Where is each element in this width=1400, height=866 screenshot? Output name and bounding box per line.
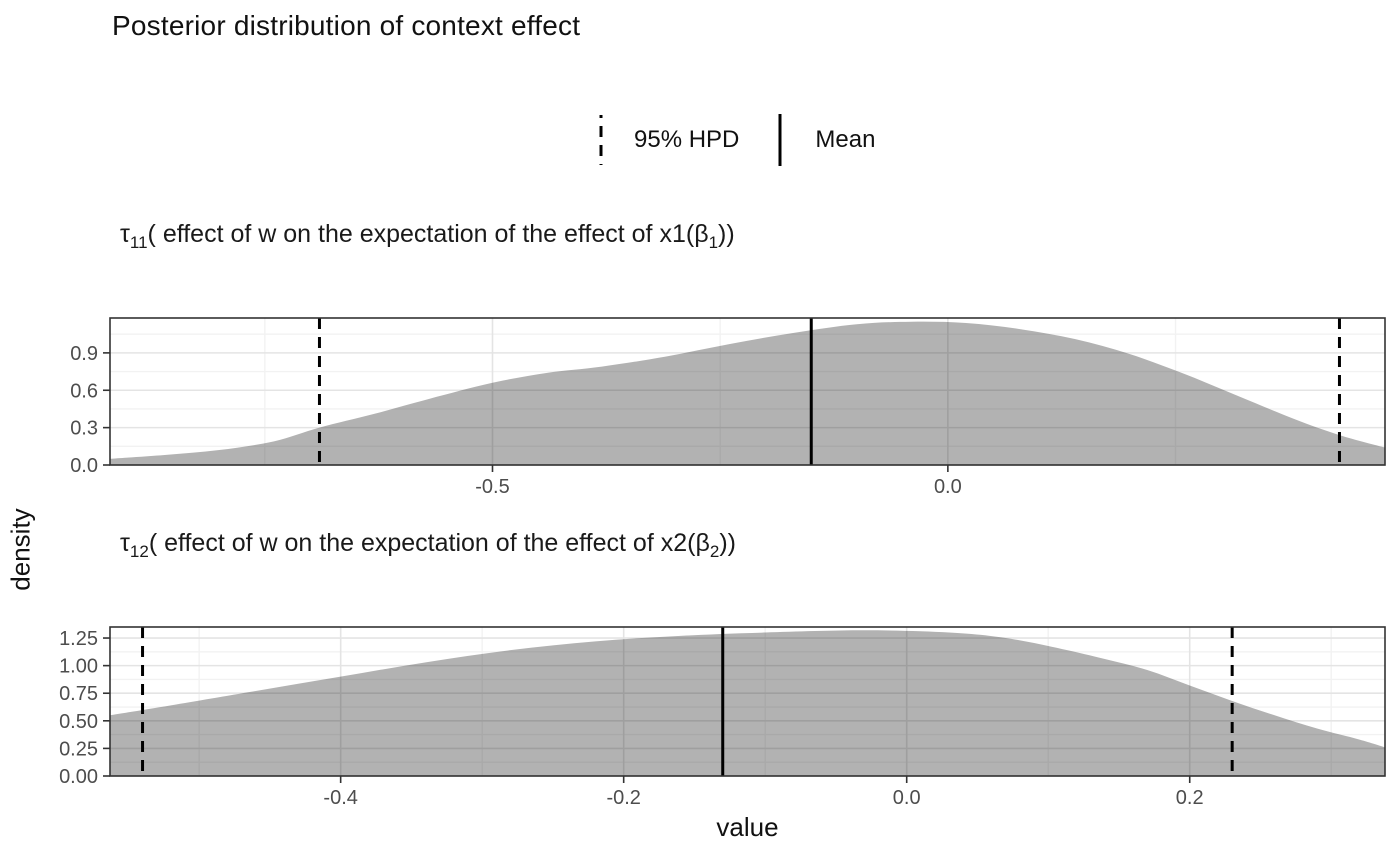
y-tick-label: 0.6 xyxy=(70,380,98,402)
panel-border xyxy=(109,626,1386,777)
y-tick-label: 1.00 xyxy=(59,656,98,678)
title-text: τ xyxy=(120,220,130,248)
y-tick-label: 0.75 xyxy=(59,683,98,705)
density-area xyxy=(110,630,1385,776)
y-axis-label: density xyxy=(5,508,36,591)
panel-border xyxy=(109,317,1386,466)
y-tick-label: 0.3 xyxy=(70,418,98,440)
panel-2-plot: -0.4 -0.2 0.0 0.2 0.00 0.25 0.50 0.75 1.00 1.25 xyxy=(59,626,1386,809)
title-subscript: 12 xyxy=(129,542,149,561)
title-text: )) xyxy=(719,529,736,557)
title-text: β xyxy=(694,220,709,248)
density-area xyxy=(110,321,1385,465)
title-subscript: 2 xyxy=(709,542,720,561)
x-tick-label: 0.0 xyxy=(893,787,921,809)
y-tick-label: 0.9 xyxy=(70,343,98,365)
legend-label-mean: Mean xyxy=(815,126,876,153)
title-subscript: 1 xyxy=(708,233,719,252)
x-tick-label: -0.4 xyxy=(323,787,357,809)
x-tick-label: 0.0 xyxy=(934,476,962,498)
y-tick-label: 0.0 xyxy=(70,455,98,477)
legend-label-hpd: 95% HPD xyxy=(634,126,740,153)
x-tick-label: -0.2 xyxy=(606,787,640,809)
legend: 95% HPD Mean xyxy=(596,112,875,168)
title-subscript: 11 xyxy=(129,233,148,252)
hpd-dashed-line-icon xyxy=(599,115,603,165)
x-tick-label: 0.2 xyxy=(1176,787,1204,809)
title-text: ( effect of w on the expectation of the … xyxy=(148,529,696,557)
panel-1-plot: -0.5 0.0 0.0 0.3 0.6 0.9 xyxy=(70,317,1386,498)
panel-2-title: τ12( effect of w on the expectation of t… xyxy=(120,529,736,562)
title-text: ( effect of w on the expectation of the … xyxy=(147,220,695,248)
plot-title: Posterior distribution of context effect xyxy=(112,10,581,41)
title-text: β xyxy=(695,529,710,557)
y-tick-label: 1.25 xyxy=(59,628,98,650)
title-text: )) xyxy=(718,220,735,248)
panel-1-title: τ11( effect of w on the expectation of t… xyxy=(120,220,735,253)
y-tick-label: 0.25 xyxy=(59,738,98,760)
x-tick-label: -0.5 xyxy=(475,476,509,498)
y-tick-label: 0.00 xyxy=(59,766,98,788)
y-tick-label: 0.50 xyxy=(59,711,98,733)
x-axis-label: value xyxy=(716,812,779,842)
title-text: τ xyxy=(120,529,130,557)
mean-solid-line-icon xyxy=(778,114,782,166)
